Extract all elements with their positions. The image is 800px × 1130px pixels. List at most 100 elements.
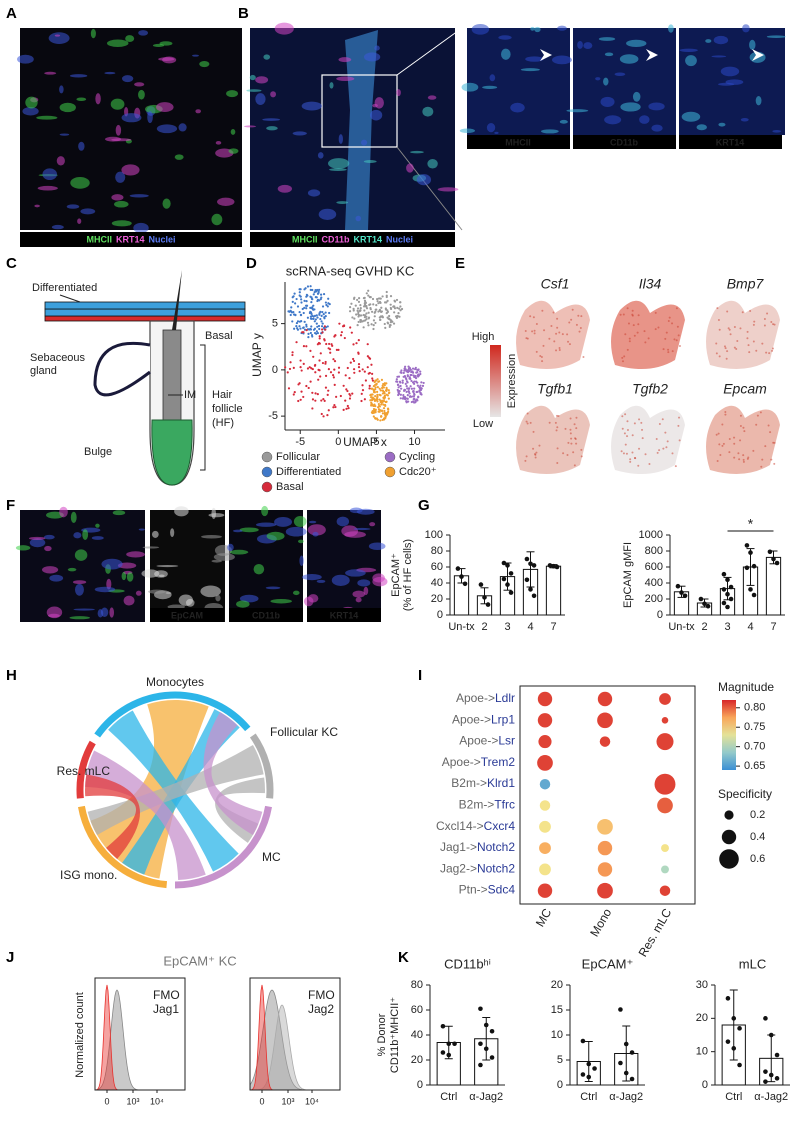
chord-ribbon (87, 745, 264, 835)
cell-dot (375, 398, 378, 402)
feature-map (516, 300, 590, 369)
cell-dot (337, 366, 341, 369)
cell-dot (405, 370, 408, 373)
cell-dot (317, 291, 320, 294)
data-point (744, 565, 750, 571)
feature-dot (627, 322, 630, 325)
cell-dot (364, 319, 367, 322)
cell-dot (378, 404, 381, 408)
y-axis-label: (% of HF cells) (402, 539, 414, 611)
image-detail (115, 124, 122, 136)
data-point (524, 556, 530, 562)
cell-dot (314, 296, 317, 299)
chart-title: scRNA-seq GVHD KC (286, 263, 415, 278)
feature-dot (631, 309, 634, 312)
y-tick-label: 1000 (639, 529, 663, 541)
data-point (586, 1061, 592, 1067)
feature-dot (533, 332, 536, 335)
image-detail (152, 43, 165, 47)
cell-dot (400, 371, 403, 374)
image-detail (156, 564, 179, 568)
cell-dot (334, 405, 337, 409)
cell-dot (340, 331, 343, 334)
cell-dot (342, 408, 345, 411)
cell-dot (366, 321, 370, 324)
image-detail (158, 57, 175, 61)
feature-dot (535, 350, 538, 353)
data-point (763, 1016, 768, 1021)
cell-dot (380, 310, 383, 313)
cell-dot (309, 306, 312, 309)
image-detail (80, 208, 96, 215)
caption: CD11b (252, 610, 281, 620)
image-detail (178, 123, 187, 132)
legend-label: FMO (308, 988, 335, 1002)
row-label: Apoe->Lsr (459, 734, 515, 748)
significance: * (748, 516, 754, 532)
image-detail (740, 118, 749, 122)
cell-dot (295, 341, 298, 344)
cell-dot (405, 385, 408, 388)
image-detail (213, 553, 235, 561)
image-detail (619, 54, 639, 64)
receptor: Notch2 (477, 840, 515, 854)
image-detail (685, 55, 697, 67)
cell-dot (324, 386, 328, 389)
panel-letter: J (6, 949, 14, 966)
feature-dot (569, 432, 572, 435)
y-tick-label: 20 (551, 979, 563, 991)
cell-dot (323, 338, 326, 341)
image-detail (22, 107, 39, 116)
dot (661, 717, 669, 724)
feature-dot (739, 414, 742, 417)
image-detail (336, 516, 350, 527)
cell-dot (360, 399, 363, 403)
data-point (501, 576, 507, 582)
data-point (528, 587, 533, 592)
image-detail (766, 35, 786, 39)
caption: KRT14 (330, 610, 359, 620)
label: Hair (212, 389, 233, 401)
feature-dot (628, 340, 631, 343)
cell-dot (351, 316, 354, 319)
dot (597, 862, 613, 877)
zoom-line (396, 146, 463, 231)
feature-dot (633, 422, 636, 425)
cell-dot (385, 295, 388, 299)
image-detail (614, 72, 626, 77)
image-detail (15, 545, 31, 551)
feature-dot (526, 422, 529, 425)
cell-dot (375, 417, 378, 420)
feature-dot (715, 352, 718, 355)
cell-dot (321, 328, 324, 331)
image-detail (352, 590, 366, 598)
image-detail (274, 517, 293, 527)
cell-dot (299, 314, 303, 317)
legend-title: Specificity (718, 787, 772, 801)
caption-bar (307, 608, 381, 622)
cell-dot (381, 412, 385, 415)
data-point (737, 1062, 742, 1068)
cell-dot (328, 342, 331, 346)
cell-dot (404, 382, 407, 385)
feature-dot (641, 437, 644, 440)
image-detail (66, 204, 80, 209)
cell-dot (367, 289, 370, 292)
y-tick-label: 60 (431, 561, 443, 573)
feature-dot (723, 345, 726, 348)
cell-dot (413, 401, 416, 404)
feature-dot (773, 462, 776, 465)
image-detail (293, 516, 307, 528)
gene-name: Tgfb1 (537, 381, 573, 397)
feature-dot (678, 416, 681, 419)
data-point (721, 600, 727, 606)
cell-dot (359, 320, 362, 324)
image-detail (632, 91, 641, 102)
cell-dot (365, 305, 368, 308)
cell-dot (416, 381, 419, 384)
cell-dot (373, 399, 377, 403)
cell-dot (295, 297, 298, 301)
chord-label: MC (262, 850, 281, 864)
image-detail (681, 111, 701, 122)
cell-dot (338, 322, 341, 325)
